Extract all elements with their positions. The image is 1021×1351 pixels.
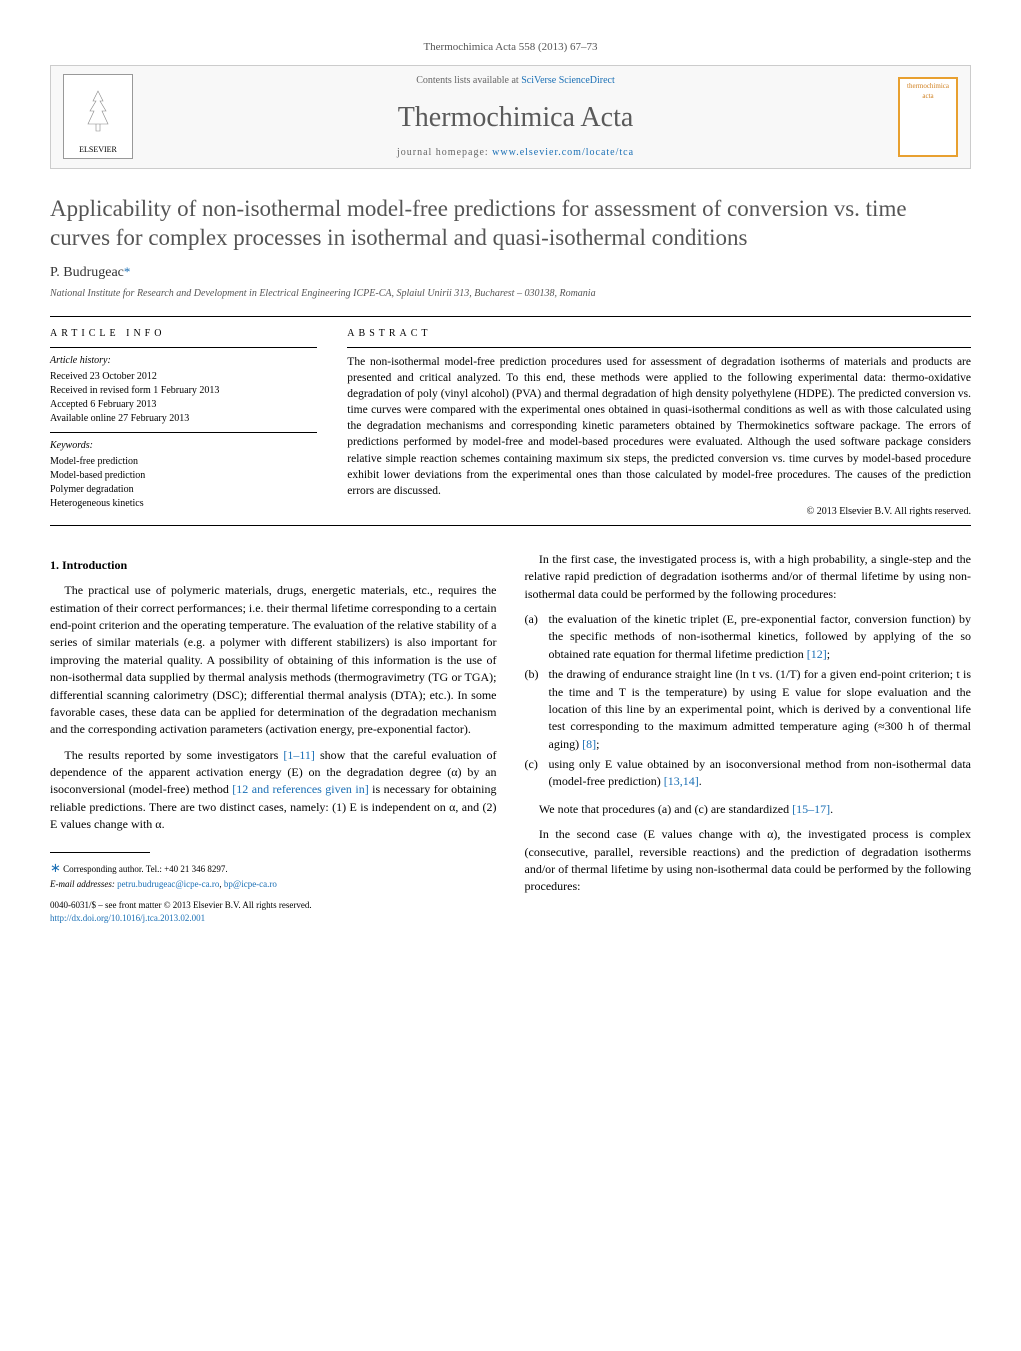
sciencedirect-link[interactable]: SciVerse ScienceDirect bbox=[521, 75, 615, 86]
ref-link[interactable]: [8] bbox=[582, 737, 596, 751]
list-text: using only E value obtained by an isocon… bbox=[549, 757, 972, 788]
email-link[interactable]: bp@icpe-ca.ro bbox=[224, 879, 277, 889]
intro-p1: The practical use of polymeric materials… bbox=[50, 582, 497, 739]
email-label: E-mail addresses: bbox=[50, 879, 117, 889]
ref-link[interactable]: [1–11] bbox=[283, 748, 315, 762]
text-span: The results reported by some investigato… bbox=[64, 748, 283, 762]
list-item-c: (c) using only E value obtained by an is… bbox=[525, 756, 972, 791]
email-link[interactable]: petru.budrugeac@icpe-ca.ro bbox=[117, 879, 219, 889]
list-text: the drawing of endurance straight line (… bbox=[549, 667, 972, 751]
journal-header-box: ELSEVIER Contents lists available at Sci… bbox=[50, 65, 971, 168]
history-item: Available online 27 February 2013 bbox=[50, 412, 317, 426]
abstract-text: The non-isothermal model-free prediction… bbox=[347, 354, 971, 499]
footnote-rule bbox=[50, 852, 150, 853]
journal-name: Thermochimica Acta bbox=[133, 98, 898, 137]
star-icon: ∗ bbox=[50, 860, 61, 875]
journal-center: Contents lists available at SciVerse Sci… bbox=[133, 74, 898, 159]
author-name[interactable]: P. Budrugeac bbox=[50, 265, 124, 280]
list-item-b: (b) the drawing of endurance straight li… bbox=[525, 666, 972, 753]
list-body: the evaluation of the kinetic triplet (E… bbox=[549, 611, 972, 663]
abstract-heading: ABSTRACT bbox=[347, 327, 971, 341]
corr-text: Corresponding author. Tel.: +40 21 346 8… bbox=[63, 864, 228, 874]
list-body: the drawing of endurance straight line (… bbox=[549, 666, 972, 753]
keyword-item: Polymer degradation bbox=[50, 483, 317, 497]
doi-link[interactable]: http://dx.doi.org/10.1016/j.tca.2013.02.… bbox=[50, 912, 497, 925]
journal-cover-thumb: thermochimica acta bbox=[898, 77, 958, 157]
article-title: Applicability of non-isothermal model-fr… bbox=[50, 194, 971, 254]
elsevier-label: ELSEVIER bbox=[67, 144, 129, 155]
text-span: . bbox=[830, 802, 833, 816]
elsevier-tree-icon bbox=[67, 78, 129, 144]
homepage-line: journal homepage: www.elsevier.com/locat… bbox=[133, 146, 898, 160]
list-marker: (b) bbox=[525, 666, 549, 753]
col2-note: We note that procedures (a) and (c) are … bbox=[525, 801, 972, 818]
ref-link[interactable]: [12] bbox=[807, 647, 827, 661]
ref-link[interactable]: [15–17] bbox=[792, 802, 830, 816]
text-span: We note that procedures (a) and (c) are … bbox=[539, 802, 792, 816]
corresponding-star-icon: * bbox=[124, 264, 131, 279]
article-info-heading: ARTICLE INFO bbox=[50, 327, 317, 341]
elsevier-logo: ELSEVIER bbox=[63, 74, 133, 159]
col2-p1: In the first case, the investigated proc… bbox=[525, 551, 972, 603]
list-post: . bbox=[699, 774, 702, 788]
list-text: the evaluation of the kinetic triplet (E… bbox=[549, 612, 972, 661]
affiliation: National Institute for Research and Deve… bbox=[50, 287, 971, 301]
contents-pre: Contents lists available at bbox=[416, 75, 521, 86]
homepage-pre: journal homepage: bbox=[397, 147, 492, 158]
ref-link[interactable]: [12 and references given in] bbox=[232, 782, 368, 796]
keywords-lines: Model-free prediction Model-based predic… bbox=[50, 455, 317, 511]
info-rule-2 bbox=[50, 432, 317, 433]
info-abstract-row: ARTICLE INFO Article history: Received 2… bbox=[50, 327, 971, 519]
section-1-heading: 1. Introduction bbox=[50, 557, 497, 574]
right-column: In the first case, the investigated proc… bbox=[525, 551, 972, 925]
article-info-col: ARTICLE INFO Article history: Received 2… bbox=[50, 327, 317, 519]
keyword-item: Heterogeneous kinetics bbox=[50, 497, 317, 511]
intro-p2: The results reported by some investigato… bbox=[50, 747, 497, 834]
authors-line: P. Budrugeac* bbox=[50, 263, 971, 283]
email-line: E-mail addresses: petru.budrugeac@icpe-c… bbox=[50, 878, 497, 891]
body-columns: 1. Introduction The practical use of pol… bbox=[50, 551, 971, 925]
ref-link[interactable]: [13,14] bbox=[664, 774, 699, 788]
issn-line: 0040-6031/$ – see front matter © 2013 El… bbox=[50, 899, 497, 912]
history-lines: Received 23 October 2012 Received in rev… bbox=[50, 370, 317, 426]
homepage-link[interactable]: www.elsevier.com/locate/tca bbox=[492, 147, 634, 158]
keyword-item: Model-free prediction bbox=[50, 455, 317, 469]
info-rule-1 bbox=[50, 347, 317, 348]
abstract-col: ABSTRACT The non-isothermal model-free p… bbox=[347, 327, 971, 519]
keywords-label: Keywords: bbox=[50, 439, 317, 453]
list-post: ; bbox=[596, 737, 599, 751]
corresponding-note: ∗ Corresponding author. Tel.: +40 21 346… bbox=[50, 859, 497, 878]
footer-block: ∗ Corresponding author. Tel.: +40 21 346… bbox=[50, 852, 497, 925]
abstract-rule bbox=[347, 347, 971, 348]
list-marker: (c) bbox=[525, 756, 549, 791]
abstract-copyright: © 2013 Elsevier B.V. All rights reserved… bbox=[347, 505, 971, 519]
list-item-a: (a) the evaluation of the kinetic triple… bbox=[525, 611, 972, 663]
list-post: ; bbox=[827, 647, 830, 661]
rule-bottom bbox=[50, 525, 971, 526]
contents-line: Contents lists available at SciVerse Sci… bbox=[133, 74, 898, 88]
history-item: Accepted 6 February 2013 bbox=[50, 398, 317, 412]
list-body: using only E value obtained by an isocon… bbox=[549, 756, 972, 791]
rule-top bbox=[50, 316, 971, 317]
history-item: Received in revised form 1 February 2013 bbox=[50, 384, 317, 398]
col2-p3: In the second case (E values change with… bbox=[525, 826, 972, 896]
header-citation: Thermochimica Acta 558 (2013) 67–73 bbox=[50, 40, 971, 55]
list-marker: (a) bbox=[525, 611, 549, 663]
left-column: 1. Introduction The practical use of pol… bbox=[50, 551, 497, 925]
history-label: Article history: bbox=[50, 354, 317, 368]
history-item: Received 23 October 2012 bbox=[50, 370, 317, 384]
keyword-item: Model-based prediction bbox=[50, 469, 317, 483]
